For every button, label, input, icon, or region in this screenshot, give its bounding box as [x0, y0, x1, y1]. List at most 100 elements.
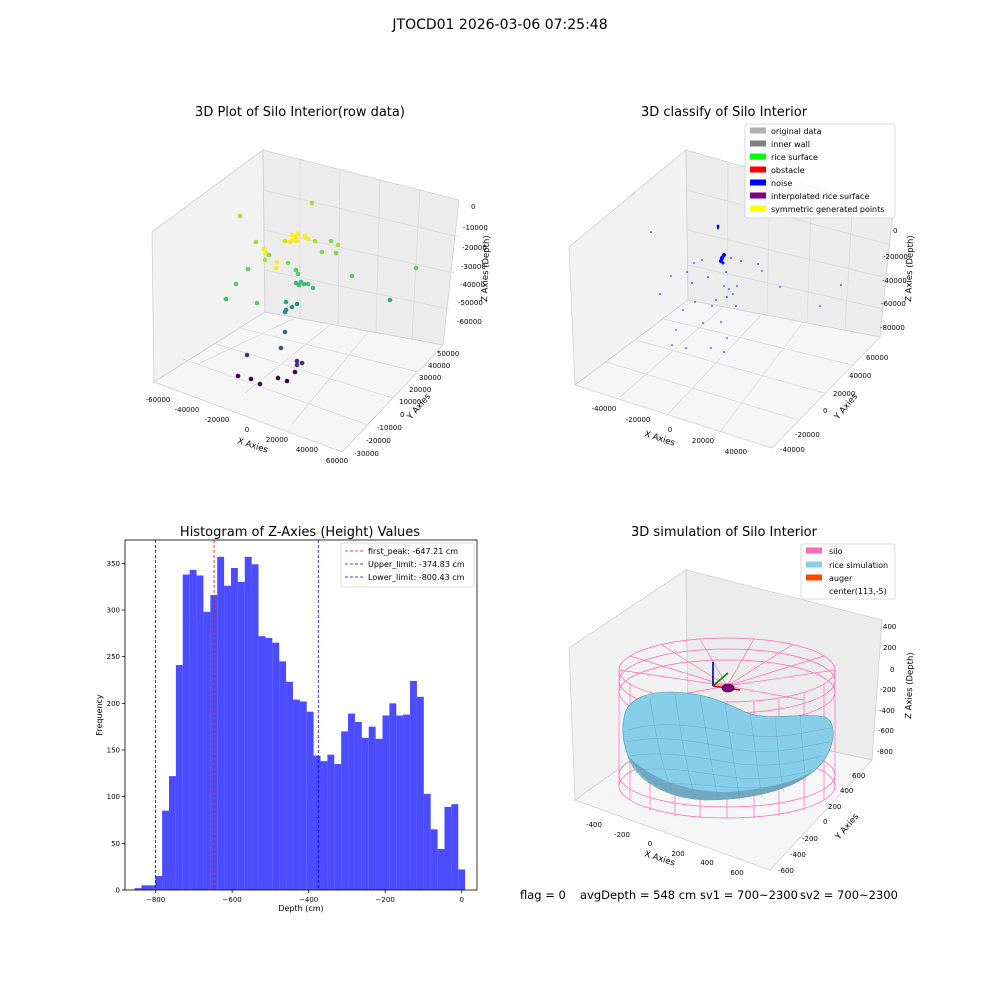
svg-text:10000: 10000 — [399, 398, 421, 406]
histogram-bar — [354, 722, 362, 890]
svg-text:40000: 40000 — [725, 448, 747, 456]
raw-y-label: Y Axies — [405, 392, 433, 423]
histogram-y-label: Frequency — [95, 694, 104, 736]
histogram-x-tick-label: −200 — [376, 896, 395, 904]
svg-text:-80000: -80000 — [880, 324, 905, 332]
svg-text:-400: -400 — [879, 707, 895, 715]
legend-label-rice-simulation: rice simulation — [829, 561, 888, 570]
svg-text:0: 0 — [890, 666, 894, 674]
svg-text:-20000: -20000 — [883, 253, 908, 261]
classify-panel: 3D classify of Silo Interior — [568, 105, 916, 456]
legend-label-auger: auger — [829, 574, 853, 583]
histogram-legend-label-1: Upper_limit: -374.83 cm — [368, 560, 465, 569]
legend-swatch-symmetric — [750, 205, 766, 212]
svg-text:50000: 50000 — [437, 350, 459, 358]
svg-text:-60000: -60000 — [881, 300, 906, 308]
classify-noise-points — [650, 224, 842, 353]
histogram-bar — [237, 582, 245, 890]
svg-text:0: 0 — [245, 426, 249, 434]
histogram-legend-label-0: first_peak: -647.21 cm — [368, 547, 458, 556]
legend-label-obstacle: obstacle — [771, 166, 805, 175]
histogram-legend-label-2: Lower_limit: -800.43 cm — [368, 573, 465, 582]
figure-suptitle: JTOCD01 2026-03-06 07:25:48 — [392, 17, 608, 33]
histogram-bar — [244, 556, 252, 890]
histogram-y-tick-label: 150 — [107, 747, 120, 755]
svg-text:0: 0 — [823, 407, 827, 415]
legend-swatch-inner-wall — [750, 140, 766, 147]
histogram-frame — [124, 539, 478, 891]
histogram-bar — [430, 829, 438, 890]
histogram-bar — [458, 869, 466, 890]
raw-title: 3D Plot of Silo Interior(row data) — [195, 105, 405, 120]
histogram-bar — [341, 731, 349, 890]
histogram-bar — [389, 703, 397, 890]
svg-text:-60000: -60000 — [457, 318, 482, 326]
legend-swatch-original-data — [750, 127, 766, 134]
legend-label-silo: silo — [829, 547, 843, 556]
legend-swatch-rice-surface — [750, 153, 766, 160]
histogram-y-ticks: 0 50 100 150 200 250 300 350 — [107, 560, 125, 895]
classify-title: 3D classify of Silo Interior — [641, 105, 808, 120]
histogram-bar — [320, 761, 328, 890]
svg-text:-800: -800 — [877, 748, 893, 756]
histogram-x-tick-label: 0 — [459, 896, 463, 904]
svg-text:-40000: -40000 — [882, 277, 907, 285]
histogram-bar — [416, 696, 424, 890]
histogram-bar — [148, 885, 156, 890]
legend-label-rice-surface: rice surface — [771, 153, 818, 162]
svg-text:0: 0 — [893, 227, 897, 235]
svg-text:40000: 40000 — [849, 372, 871, 380]
histogram-bar — [313, 755, 321, 890]
histogram-bar — [423, 793, 431, 890]
histogram-bars — [134, 556, 466, 890]
histogram-bar — [299, 701, 307, 890]
svg-text:400: 400 — [840, 787, 853, 795]
auger-center-marker — [712, 662, 741, 693]
raw-z-tick-labels: 0 -10000 -20000 -30000 -40000 -50000 -60… — [457, 203, 488, 326]
svg-text:40000: 40000 — [428, 362, 450, 370]
svg-text:600: 600 — [730, 869, 743, 877]
status-sv2: sv2 = 700~2300 — [800, 888, 898, 902]
histogram-x-tick-label: −400 — [299, 896, 318, 904]
svg-text:0: 0 — [471, 203, 475, 211]
histogram-bar — [265, 638, 273, 890]
svg-text:-600: -600 — [878, 727, 894, 735]
histogram-bar — [451, 804, 459, 890]
svg-text:0: 0 — [668, 426, 672, 434]
legend-label-inner-wall: inner wall — [771, 140, 810, 149]
simulation-y-label: Y Axies — [833, 812, 861, 843]
status-flag: flag = 0 — [520, 888, 566, 902]
histogram-bar — [196, 575, 204, 890]
legend-swatch-noise — [750, 179, 766, 186]
histogram-bar — [189, 569, 197, 890]
histogram-y-tick-label: 300 — [107, 607, 120, 615]
histogram-y-tick-label: 350 — [107, 560, 120, 568]
legend-swatch-rice-simulation — [806, 561, 822, 568]
svg-text:-10000: -10000 — [463, 224, 488, 232]
histogram-bar — [361, 737, 369, 890]
svg-text:20000: 20000 — [409, 386, 431, 394]
histogram-y-tick-label: 0 — [116, 887, 120, 895]
svg-text:-20000: -20000 — [366, 437, 391, 445]
histogram-bar — [403, 714, 411, 890]
histogram-panel: Histogram of Z-Axies (Height) Values −80… — [95, 525, 478, 913]
legend-swatch-interpolated — [750, 192, 766, 199]
histogram-bar — [162, 810, 169, 890]
svg-text:-60000: -60000 — [146, 396, 171, 404]
svg-text:0: 0 — [823, 818, 827, 826]
histogram-bar — [348, 713, 355, 890]
histogram-x-tick-label: −600 — [223, 896, 242, 904]
histogram-bar — [410, 680, 417, 890]
classify-x-tick-labels: -40000 -20000 0 20000 40000 — [592, 405, 748, 456]
raw-panel: 3D Plot of Silo Interior(row data) — [146, 105, 493, 465]
svg-text:30000: 30000 — [419, 374, 441, 382]
classify-y-tick-labels: -40000 -20000 0 20000 40000 60000 — [780, 354, 888, 454]
histogram-x-label: Depth (cm) — [278, 904, 323, 913]
legend-label-symmetric: symmetric generated points — [771, 205, 884, 214]
histogram-legend: first_peak: -647.21 cm Upper_limit: -374.… — [340, 542, 475, 588]
svg-text:60000: 60000 — [866, 354, 888, 362]
svg-text:0: 0 — [400, 411, 404, 419]
legend-swatch-obstacle — [750, 166, 766, 173]
histogram-bar — [382, 715, 390, 890]
